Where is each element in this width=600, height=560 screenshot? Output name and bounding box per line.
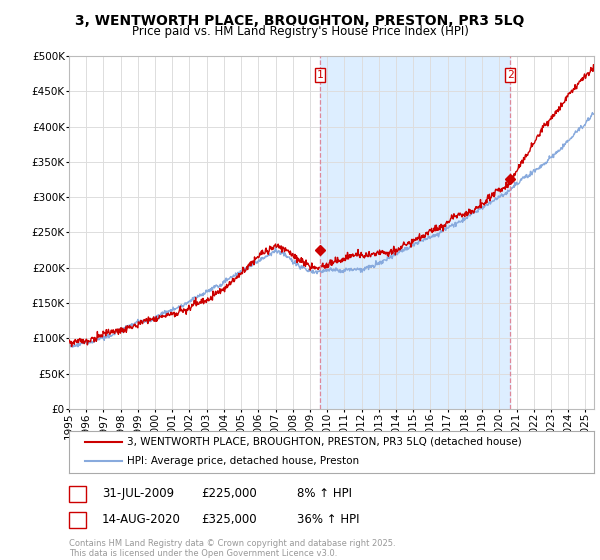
- Text: 2: 2: [73, 513, 82, 526]
- Text: HPI: Average price, detached house, Preston: HPI: Average price, detached house, Pres…: [127, 456, 359, 466]
- Text: Price paid vs. HM Land Registry's House Price Index (HPI): Price paid vs. HM Land Registry's House …: [131, 25, 469, 38]
- Text: 1: 1: [73, 487, 82, 501]
- Text: 3, WENTWORTH PLACE, BROUGHTON, PRESTON, PR3 5LQ (detached house): 3, WENTWORTH PLACE, BROUGHTON, PRESTON, …: [127, 437, 521, 447]
- Text: 2: 2: [506, 70, 514, 80]
- Text: 14-AUG-2020: 14-AUG-2020: [102, 513, 181, 526]
- Bar: [320, 56, 510, 409]
- Text: £225,000: £225,000: [201, 487, 257, 501]
- Text: 3, WENTWORTH PLACE, BROUGHTON, PRESTON, PR3 5LQ: 3, WENTWORTH PLACE, BROUGHTON, PRESTON, …: [76, 14, 524, 28]
- Text: 31-JUL-2009: 31-JUL-2009: [102, 487, 174, 501]
- Text: 36% ↑ HPI: 36% ↑ HPI: [297, 513, 359, 526]
- Text: Contains HM Land Registry data © Crown copyright and database right 2025.
This d: Contains HM Land Registry data © Crown c…: [69, 539, 395, 558]
- Text: £325,000: £325,000: [201, 513, 257, 526]
- Text: 1: 1: [317, 70, 323, 80]
- Text: 8% ↑ HPI: 8% ↑ HPI: [297, 487, 352, 501]
